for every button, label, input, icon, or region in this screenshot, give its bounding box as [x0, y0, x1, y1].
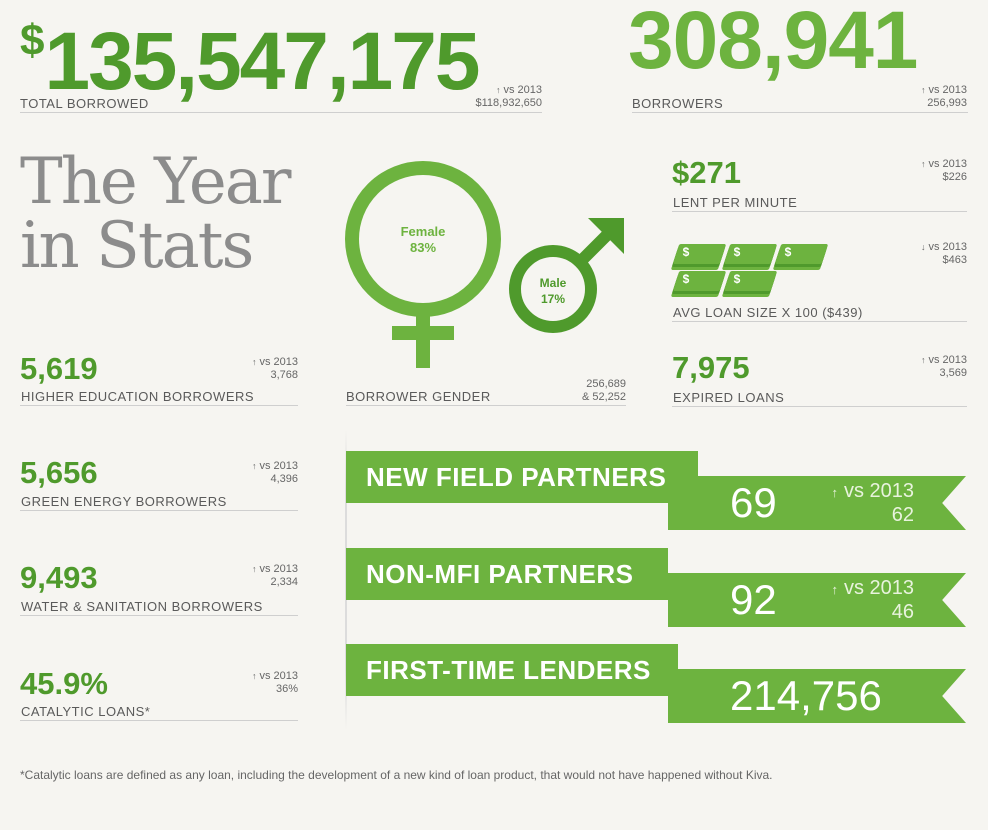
non-mfi-partners-title: NON-MFI PARTNERS — [346, 548, 668, 600]
female-label: Female — [400, 224, 446, 239]
cmp-header: vs 2013 — [220, 356, 298, 369]
divider — [20, 510, 298, 511]
borrowers-cmp-header: vs 2013 — [866, 84, 967, 97]
divider — [20, 720, 298, 721]
money-stack-icon: $ — [723, 244, 778, 264]
lent-per-minute-comparison: vs 2013 $226 — [880, 158, 967, 184]
money-stack-icon: $ — [672, 244, 727, 264]
avg-loan-comparison: vs 2013 $463 — [880, 241, 967, 267]
cmp-header: vs 2013 — [220, 670, 298, 683]
ribbon-cmp-value: 62 — [891, 504, 914, 526]
lent-per-minute-value: $271 — [672, 155, 741, 190]
catalytic-loans-label: CATALYTIC LOANS* — [21, 704, 151, 719]
money-stack-icon: $ — [774, 244, 829, 264]
non-mfi-partners-value: 92 — [730, 576, 777, 623]
water-sanitation-value: 9,493 — [20, 560, 98, 595]
borrower-gender-label: BORROWER GENDER — [346, 389, 491, 404]
expired-cmp-header: vs 2013 — [880, 354, 967, 367]
lent-per-minute-label: LENT PER MINUTE — [673, 195, 798, 210]
expired-loans-comparison: vs 2013 3,569 — [880, 354, 967, 380]
footnote: *Catalytic loans are defined as any loan… — [20, 768, 773, 782]
expired-loans-value: 7,975 — [672, 350, 750, 385]
male-symbol-icon — [509, 218, 624, 333]
higher-education-label: HIGHER EDUCATION BORROWERS — [21, 389, 255, 404]
green-energy-value: 5,656 — [20, 455, 98, 490]
female-percent: 83% — [409, 240, 437, 255]
first-time-lenders-title: FIRST-TIME LENDERS — [346, 644, 678, 696]
cmp-header: vs 2013 — [220, 460, 298, 473]
divider — [20, 405, 298, 406]
green-energy-label: GREEN ENERGY BORROWERS — [21, 494, 227, 509]
borrowers-label: BORROWERS — [632, 96, 724, 111]
catalytic-loans-value: 45.9% — [20, 666, 108, 701]
avg-loan-cmp-value: $463 — [942, 254, 967, 266]
total-borrowed-cmp-value: $118,932,650 — [475, 97, 542, 109]
total-borrowed-value: $135,547,175 — [20, 0, 481, 107]
ribbon-cmp-header: vs 2013 — [831, 480, 914, 504]
divider — [20, 112, 542, 113]
green-energy-comparison: vs 2013 4,396 — [220, 460, 298, 486]
avg-loan-cmp-header: vs 2013 — [880, 241, 967, 254]
male-label: Male — [539, 276, 567, 290]
divider — [672, 321, 967, 322]
male-percent: 17% — [540, 292, 566, 306]
cmp-header: vs 2013 — [220, 563, 298, 576]
expired-loans-label: EXPIRED LOANS — [673, 390, 785, 405]
divider — [346, 405, 626, 406]
water-sanitation-comparison: vs 2013 2,334 — [220, 563, 298, 589]
cmp-value: 36% — [275, 683, 298, 695]
higher-education-value: 5,619 — [20, 351, 98, 386]
ribbon-cmp-value: 46 — [891, 601, 914, 623]
female-symbol-icon — [345, 161, 501, 368]
catalytic-loans-comparison: vs 2013 36% — [220, 670, 298, 696]
new-field-partners-ribbon: 69 vs 2013 62 — [668, 476, 966, 530]
borrower-gender-counts: 256,689 & 52,252 — [540, 378, 626, 404]
money-stack-icon: $ — [672, 271, 727, 291]
divider — [20, 615, 298, 616]
new-field-partners-value: 69 — [730, 479, 777, 526]
total-borrowed-cmp-header: vs 2013 — [440, 84, 542, 97]
ribbon-cmp-header: vs 2013 — [831, 577, 914, 601]
avg-loan-label: AVG LOAN SIZE x 100 ($439) — [673, 305, 863, 320]
total-borrowed-comparison: vs 2013 $118,932,650 — [440, 84, 542, 110]
gender-count-male: & 52,252 — [581, 391, 626, 403]
first-time-lenders-ribbon: 214,756 — [668, 669, 966, 723]
divider — [672, 211, 967, 212]
divider — [672, 406, 967, 407]
expired-cmp-value: 3,569 — [939, 367, 967, 379]
non-mfi-partners-ribbon: 92 vs 2013 46 — [668, 573, 966, 627]
money-stacks: $ $ $ $ $ — [672, 244, 842, 294]
total-borrowed-number: 135,547,175 — [44, 16, 480, 107]
title-line-1: The Year — [20, 145, 291, 219]
non-mfi-partners-comparison: vs 2013 46 — [831, 577, 914, 623]
cmp-value: 2,334 — [270, 576, 298, 588]
page-title: The Year in Stats — [20, 145, 291, 283]
total-borrowed-label: TOTAL BORROWED — [20, 96, 149, 111]
money-stack-icon: $ — [723, 271, 778, 291]
borrowers-value: 308,941 — [628, 0, 918, 86]
female-share: Female 83% — [383, 224, 463, 256]
lent-cmp-value: $226 — [942, 171, 967, 183]
borrowers-comparison: vs 2013 256,993 — [866, 84, 967, 110]
lent-cmp-header: vs 2013 — [880, 158, 967, 171]
title-line-2: in Stats — [20, 209, 254, 283]
first-time-lenders-value: 214,756 — [730, 672, 882, 719]
gender-count-female: 256,689 — [586, 378, 626, 390]
higher-education-comparison: vs 2013 3,768 — [220, 356, 298, 382]
divider — [632, 112, 968, 113]
water-sanitation-label: WATER & SANITATION BORROWERS — [21, 599, 263, 614]
new-field-partners-comparison: vs 2013 62 — [831, 480, 914, 526]
male-share: Male 17% — [523, 275, 583, 307]
cmp-value: 4,396 — [270, 473, 298, 485]
cmp-value: 3,768 — [270, 369, 298, 381]
borrowers-cmp-value: 256,993 — [927, 97, 967, 109]
new-field-partners-title: NEW FIELD PARTNERS — [346, 451, 698, 503]
total-borrowed-dollar: $ — [20, 16, 45, 65]
gender-symbols — [345, 161, 624, 368]
